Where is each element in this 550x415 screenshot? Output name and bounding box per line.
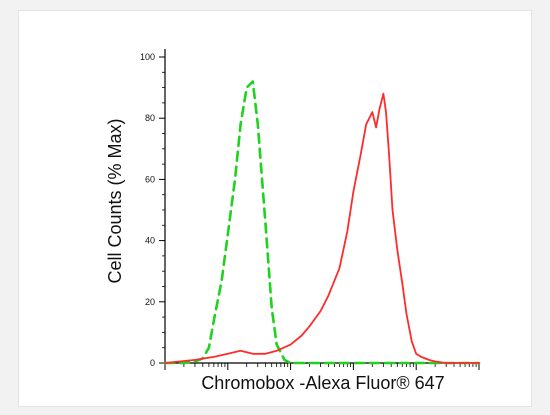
control-histogram-line: [163, 80, 481, 365]
y-tick-label: 0: [150, 358, 155, 368]
sample-histogram-line: [164, 92, 480, 364]
y-tick-label: 20: [145, 297, 155, 307]
chart-panel: 0 20 40 60 80 100 Cell Counts (% Max) Chromob…: [87, 21, 507, 401]
axes-layer: 0 20 40 60 80 100: [140, 49, 480, 370]
histogram-chart: 0 20 40 60 80 100 Cell Counts (% Max) Chromob…: [105, 49, 481, 393]
y-tick-label: 80: [145, 113, 155, 123]
y-tick-label: 60: [145, 174, 155, 184]
y-tick-label: 100: [140, 52, 155, 62]
series-layer: [163, 80, 481, 365]
y-axis-label: Cell Counts (% Max): [105, 118, 125, 283]
figure-frame: 0 20 40 60 80 100 Cell Counts (% Max) Chromob…: [18, 10, 532, 407]
y-tick-label: 40: [145, 236, 155, 246]
x-axis-label: Chromobox -Alexa Fluor® 647: [201, 373, 444, 393]
